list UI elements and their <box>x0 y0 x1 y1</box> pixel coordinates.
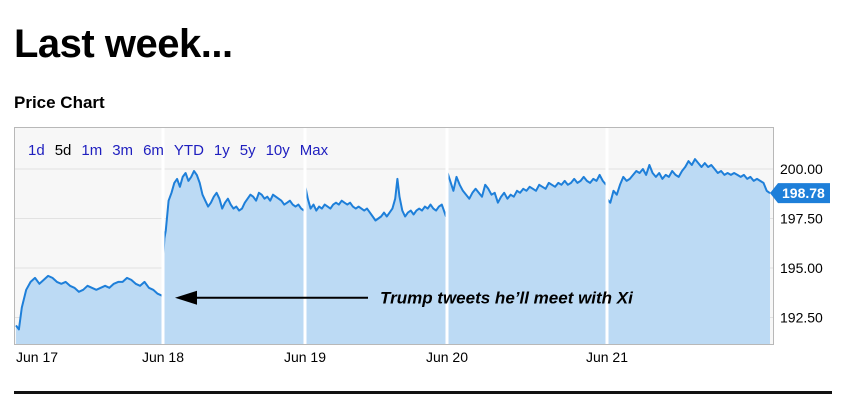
annotation-text: Trump tweets he’ll meet with Xi <box>380 289 634 308</box>
last-price-badge <box>770 183 830 204</box>
price-line-0 <box>15 274 163 331</box>
last-price-label: 198.78 <box>782 185 825 201</box>
y-tick-label: 197.50 <box>780 211 823 227</box>
range-button-ytd[interactable]: YTD <box>173 142 204 159</box>
range-button-3m[interactable]: 3m <box>112 142 134 159</box>
y-tick-label: 192.50 <box>780 310 823 326</box>
range-button-6m[interactable]: 6m <box>143 142 164 159</box>
range-button-1d[interactable]: 1d <box>28 142 45 159</box>
x-tick-label: Jun 19 <box>284 349 326 365</box>
range-button-1m[interactable]: 1m <box>81 142 103 159</box>
price-area-1 <box>163 171 304 344</box>
range-selector: 1d 5d 1m 3m 6m YTD 1y 5y 10y Max <box>28 142 328 159</box>
price-line-4 <box>606 158 771 204</box>
range-button-10y[interactable]: 10y <box>265 142 290 159</box>
price-area-3 <box>447 171 606 344</box>
annotation-arrowhead <box>175 290 197 305</box>
price-line-1 <box>162 170 305 263</box>
price-area-2 <box>305 178 446 344</box>
footer-divider <box>14 391 832 394</box>
y-tick-label: 200.00 <box>780 161 823 177</box>
range-button-5d[interactable]: 5d <box>54 142 72 159</box>
x-tick-label: Jun 18 <box>142 349 184 365</box>
price-area-4 <box>607 159 770 344</box>
x-tick-label: Jun 17 <box>16 349 58 365</box>
range-button-max[interactable]: Max <box>299 142 329 159</box>
range-button-1y[interactable]: 1y <box>213 142 230 159</box>
price-line-3 <box>446 170 607 204</box>
range-button-5y[interactable]: 5y <box>239 142 256 159</box>
x-tick-label: Jun 21 <box>586 349 628 365</box>
page-title: Last week... <box>14 22 233 66</box>
section-title: Price Chart <box>14 93 105 112</box>
price-line-2 <box>304 177 447 222</box>
y-tick-label: 195.00 <box>780 260 823 276</box>
price-area-0 <box>16 275 162 344</box>
x-tick-label: Jun 20 <box>426 349 468 365</box>
